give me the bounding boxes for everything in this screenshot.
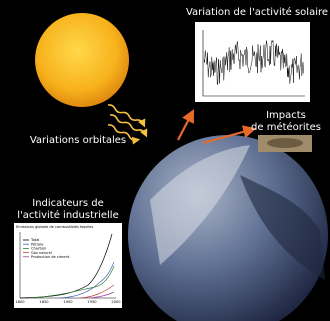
clouds: [150, 145, 250, 265]
sun: [35, 13, 129, 107]
impacts-label: Impacts: [266, 110, 306, 121]
solar-title: Variation de l'activité solaire: [186, 6, 328, 18]
legend-label: Total: [30, 238, 39, 242]
legend-label: Charbon: [31, 247, 46, 251]
x-label: 1850: [39, 300, 49, 304]
x-label: 1900: [63, 300, 73, 304]
solar-axes: [202, 30, 305, 97]
inset-title: Emissions globale de combustibles fossil…: [16, 225, 93, 229]
night-side: [240, 175, 325, 280]
legend-label: Pétrole: [31, 242, 44, 246]
orbital-arrows: [107, 104, 148, 145]
legend-label: Production de ciment: [31, 255, 70, 259]
impacts-label: de météorites: [251, 121, 321, 133]
solar-line: [203, 39, 304, 86]
arrow-solar: [177, 109, 195, 141]
x-label: 1950: [87, 300, 97, 304]
x-label: 2000: [111, 300, 121, 304]
crater: [267, 138, 303, 148]
orbital-label: Variations orbitales: [30, 135, 126, 146]
inset-lines: [19, 233, 115, 299]
industry-label: l'activité industrielle: [17, 209, 118, 221]
x-label: 1800: [15, 300, 25, 304]
inset-x-labels: 1800 1850 1900 1950 2000: [15, 300, 121, 304]
industry-chart: [14, 223, 122, 308]
legend-label: Gaz naturel: [31, 251, 52, 255]
industry-label: Indicateurs de: [32, 198, 103, 209]
arrow-impacts: [202, 125, 257, 145]
